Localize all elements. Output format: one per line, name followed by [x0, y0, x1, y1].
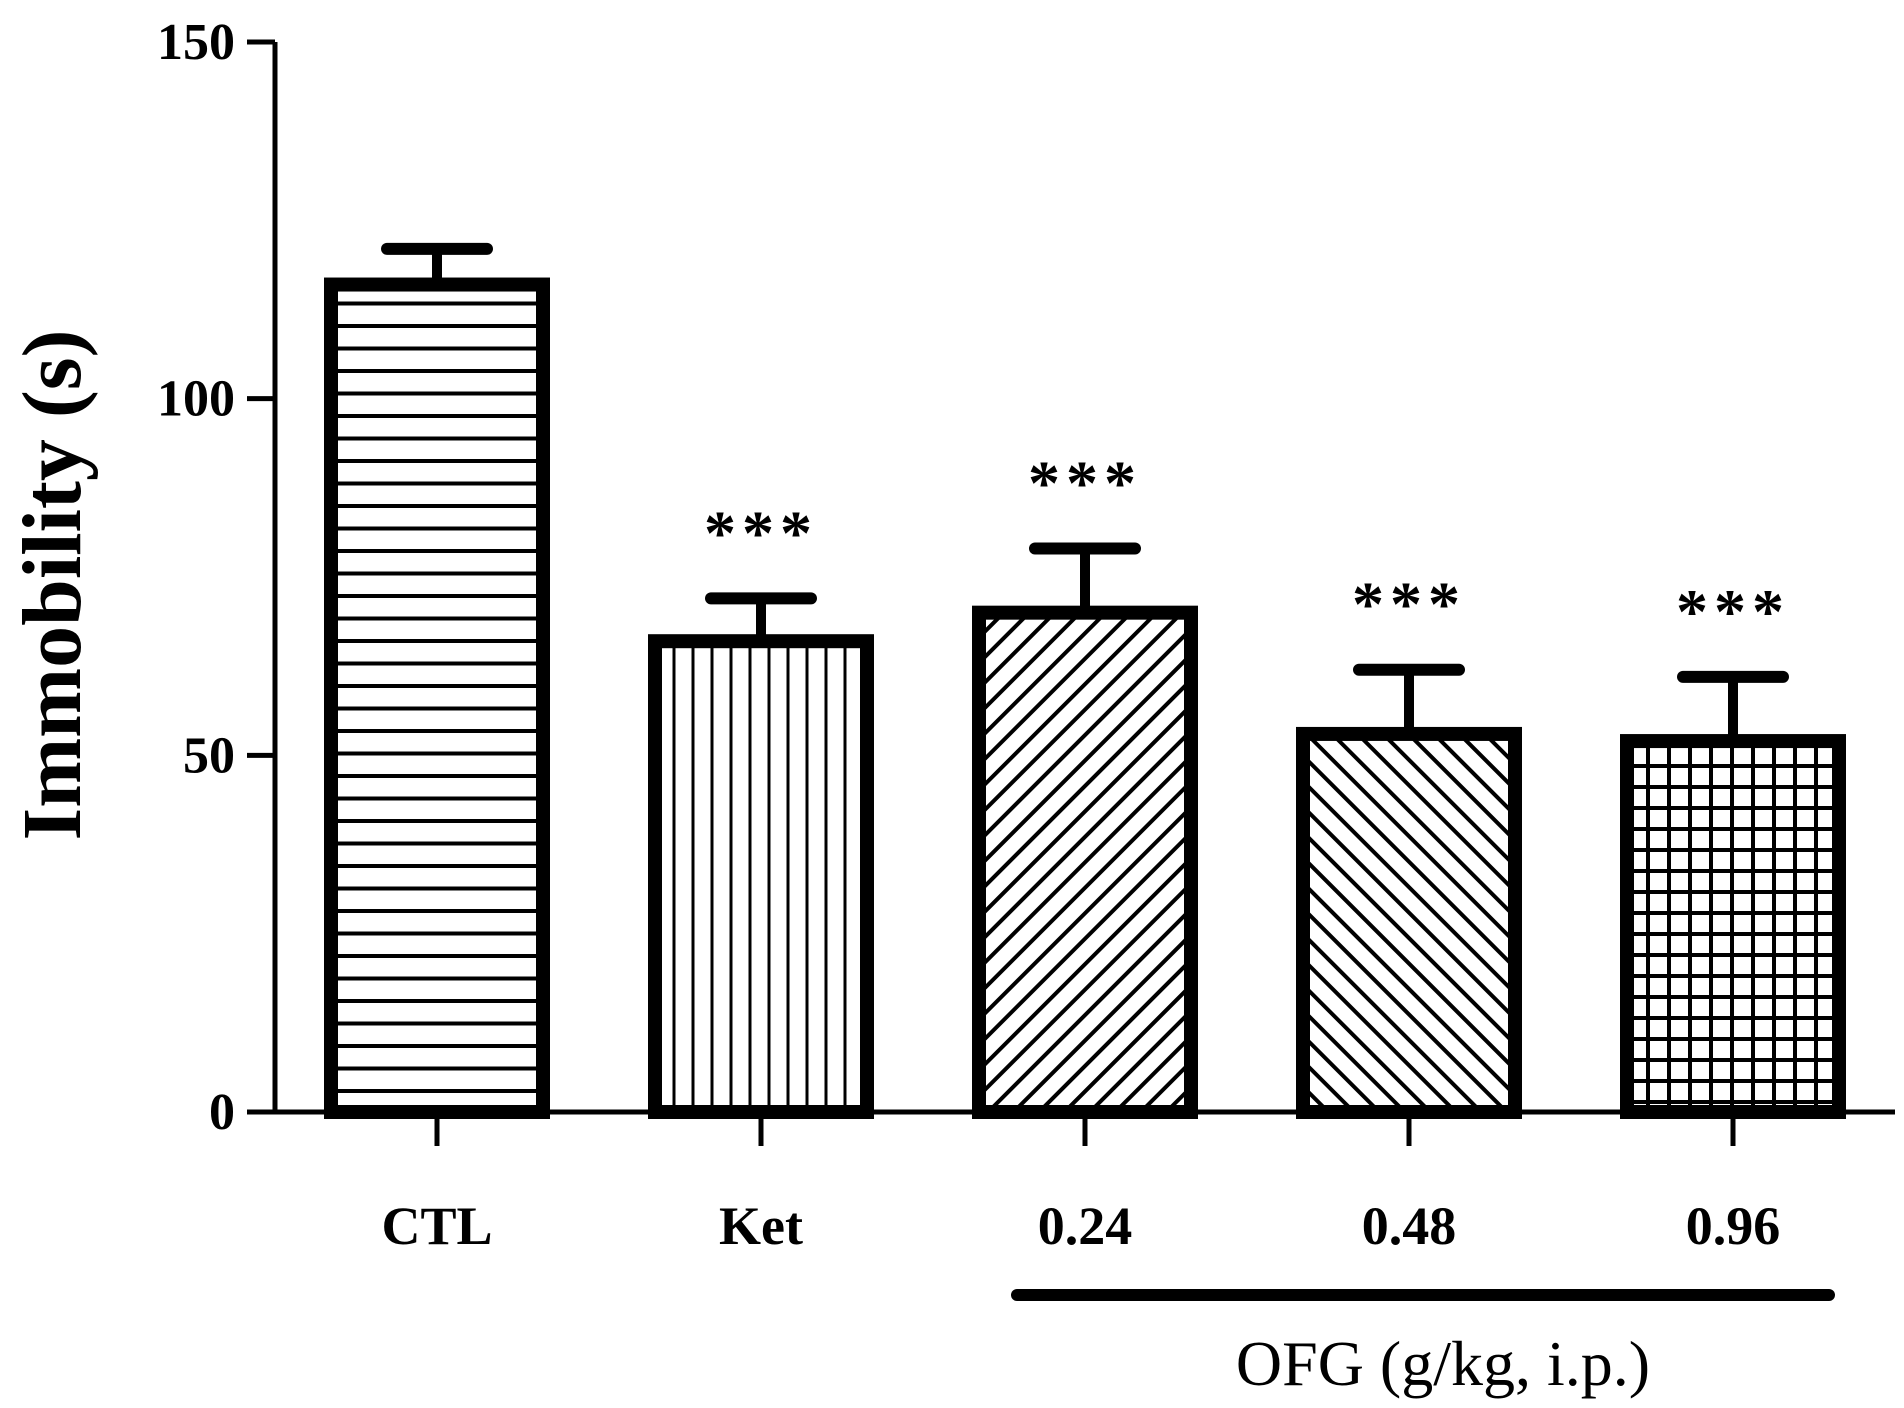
- significance-markers: *** *** *** ***: [704, 447, 1790, 647]
- x-tick-label: 0.96: [1686, 1196, 1781, 1256]
- error-bars: [381, 242, 1789, 742]
- bar-0.96: [1620, 734, 1846, 1119]
- bar-CTL: [324, 277, 550, 1119]
- bar-0.48: [1296, 726, 1522, 1120]
- x-tick-label: 0.24: [1038, 1196, 1133, 1256]
- x-tick-label: Ket: [719, 1196, 803, 1256]
- y-tick-label: 0: [209, 1084, 235, 1141]
- y-axis-label: Immobility (s): [6, 330, 99, 841]
- significance-marker: ***: [704, 497, 818, 568]
- bar-Ket: [648, 634, 874, 1119]
- group-label: OFG (g/kg, i.p.): [1236, 1328, 1650, 1399]
- significance-marker: ***: [1352, 569, 1466, 640]
- x-categories: CTL Ket 0.24 0.48 0.96: [381, 1112, 1780, 1256]
- bars: [324, 277, 1846, 1120]
- x-tick-label: 0.48: [1362, 1196, 1457, 1256]
- y-ticks: 0 50 100 150: [157, 14, 275, 1141]
- bar-0.24: [972, 605, 1198, 1120]
- y-tick-label: 50: [183, 727, 235, 784]
- y-tick-label: 150: [157, 14, 235, 71]
- significance-marker: ***: [1028, 447, 1142, 518]
- significance-marker: ***: [1676, 576, 1790, 647]
- x-tick-label: CTL: [381, 1196, 492, 1256]
- y-tick-label: 100: [157, 371, 235, 428]
